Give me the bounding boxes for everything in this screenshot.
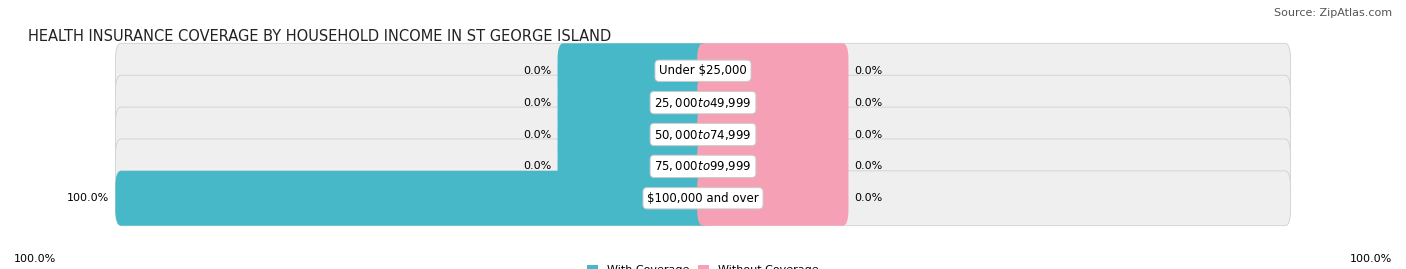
Text: 0.0%: 0.0% [855,129,883,140]
FancyBboxPatch shape [697,75,848,130]
Text: 0.0%: 0.0% [523,129,551,140]
Text: 0.0%: 0.0% [855,161,883,171]
FancyBboxPatch shape [558,139,709,194]
FancyBboxPatch shape [115,107,1291,162]
FancyBboxPatch shape [558,107,709,162]
Text: $100,000 and over: $100,000 and over [647,192,759,205]
Text: Source: ZipAtlas.com: Source: ZipAtlas.com [1274,8,1392,18]
Legend: With Coverage, Without Coverage: With Coverage, Without Coverage [588,265,818,269]
Text: $75,000 to $99,999: $75,000 to $99,999 [654,159,752,174]
Text: 0.0%: 0.0% [855,98,883,108]
Text: 100.0%: 100.0% [14,254,56,264]
Text: HEALTH INSURANCE COVERAGE BY HOUSEHOLD INCOME IN ST GEORGE ISLAND: HEALTH INSURANCE COVERAGE BY HOUSEHOLD I… [28,29,612,44]
FancyBboxPatch shape [558,43,709,98]
Text: 0.0%: 0.0% [523,66,551,76]
FancyBboxPatch shape [115,43,1291,98]
Text: $50,000 to $74,999: $50,000 to $74,999 [654,128,752,141]
FancyBboxPatch shape [115,139,1291,194]
Text: 100.0%: 100.0% [1350,254,1392,264]
FancyBboxPatch shape [558,75,709,130]
Text: 0.0%: 0.0% [855,66,883,76]
Text: 0.0%: 0.0% [855,193,883,203]
FancyBboxPatch shape [697,139,848,194]
Text: 100.0%: 100.0% [67,193,110,203]
FancyBboxPatch shape [115,75,1291,130]
FancyBboxPatch shape [697,43,848,98]
FancyBboxPatch shape [115,171,1291,226]
FancyBboxPatch shape [697,171,848,226]
FancyBboxPatch shape [115,171,709,226]
Text: 0.0%: 0.0% [523,98,551,108]
Text: 0.0%: 0.0% [523,161,551,171]
FancyBboxPatch shape [697,107,848,162]
Text: Under $25,000: Under $25,000 [659,64,747,77]
Text: $25,000 to $49,999: $25,000 to $49,999 [654,95,752,110]
